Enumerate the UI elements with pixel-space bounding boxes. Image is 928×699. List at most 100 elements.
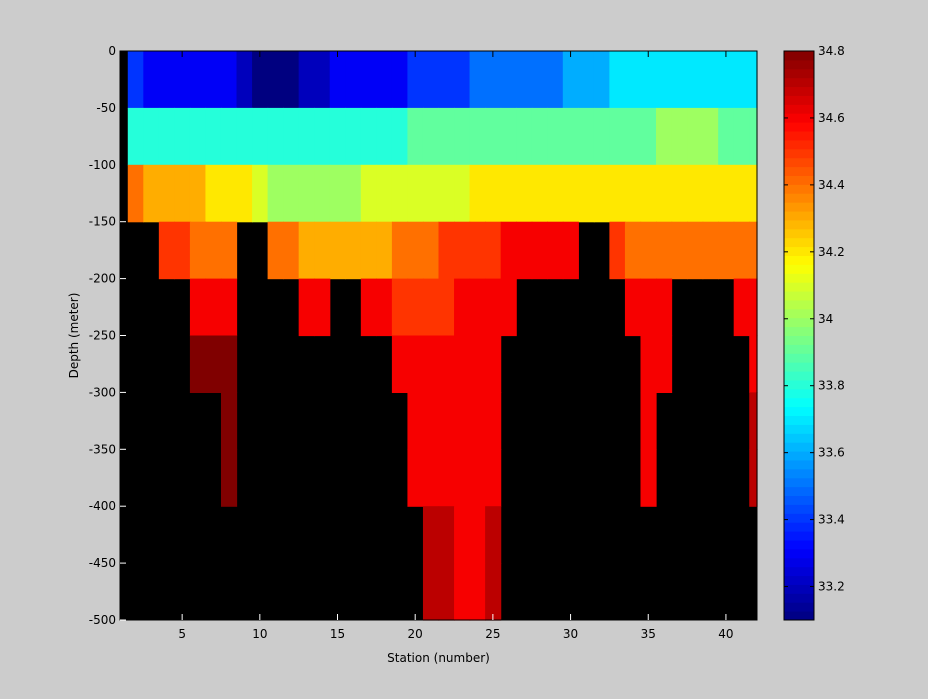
heatmap-cell — [422, 449, 440, 507]
heatmap-cell — [516, 221, 533, 280]
colorbar-segment — [784, 77, 814, 88]
heatmap-cell — [391, 164, 409, 223]
heatmap-cell — [485, 335, 502, 393]
heatmap-cell — [158, 164, 175, 223]
heatmap-cell — [267, 221, 284, 280]
heatmap-cell — [314, 51, 331, 109]
heatmap-cell — [422, 221, 440, 280]
heatmap-cell — [640, 392, 657, 450]
heatmap-cell — [469, 335, 486, 393]
heatmap-cell — [702, 107, 719, 166]
heatmap-cell — [640, 221, 657, 280]
heatmap-cell — [205, 107, 222, 166]
heatmap-cells — [120, 51, 758, 621]
heatmap-cell — [314, 107, 331, 166]
heatmap-cell — [422, 278, 440, 337]
colorbar-segment — [784, 353, 814, 363]
heatmap-cell — [391, 335, 409, 393]
heatmap-cell — [143, 51, 160, 109]
heatmap-cell — [500, 51, 517, 109]
heatmap-cell — [205, 164, 222, 223]
heatmap-cell — [298, 164, 315, 223]
colorbar-segment — [784, 477, 814, 488]
heatmap-cell — [547, 164, 564, 223]
heatmap-cell — [252, 164, 269, 223]
heatmap-cell — [656, 51, 673, 109]
heatmap-cell — [376, 278, 393, 337]
colorbar-tick-label: 34 — [818, 312, 833, 326]
heatmap-cell — [422, 51, 440, 109]
heatmap-cell — [718, 221, 735, 280]
colorbar-segment — [784, 95, 814, 105]
heatmap-cell — [547, 221, 564, 280]
heatmap-cell — [469, 392, 486, 450]
heatmap-cell — [189, 278, 207, 337]
heatmap-cell — [454, 449, 471, 507]
x-tick-label: 10 — [252, 627, 267, 641]
heatmap-cell — [329, 51, 346, 109]
heatmap-cell — [485, 221, 502, 280]
colorbar-segment — [784, 326, 814, 336]
colorbar-segment — [784, 264, 814, 274]
heatmap-cell — [687, 107, 704, 166]
colorbar-segment — [784, 51, 814, 61]
colorbar-segment — [784, 131, 814, 141]
heatmap-cell — [469, 449, 486, 507]
heatmap-cell — [283, 164, 300, 223]
heatmap-cell — [189, 164, 207, 223]
colorbar-segment — [784, 246, 814, 256]
heatmap-cell — [422, 506, 440, 564]
heatmap-cell — [624, 51, 642, 109]
colorbar-segment — [784, 148, 814, 159]
colorbar-segment — [784, 175, 814, 185]
heatmap-cell — [718, 107, 735, 166]
heatmap-cell — [158, 51, 175, 109]
colorbar-segment — [784, 122, 814, 132]
heatmap-cell — [391, 221, 409, 280]
colorbar-segment — [784, 59, 814, 70]
heatmap-cell — [360, 51, 377, 109]
heatmap-cell — [189, 51, 207, 109]
heatmap-cell — [454, 563, 471, 621]
heatmap-cell — [671, 107, 688, 166]
heatmap-cell — [252, 51, 269, 109]
heatmap-cell — [624, 164, 642, 223]
heatmap-cell — [531, 221, 548, 280]
heatmap-cell — [562, 51, 579, 109]
colorbar-segment — [784, 362, 814, 372]
colorbar-tick-label: 33.8 — [818, 379, 845, 393]
heatmap-cell — [516, 107, 533, 166]
colorbar-tick-label: 33.2 — [818, 580, 845, 594]
x-tick-label: 25 — [485, 627, 500, 641]
colorbar-segment — [784, 86, 814, 96]
heatmap-cell — [438, 278, 455, 337]
colorbar-tick-label: 33.4 — [818, 513, 845, 527]
heatmap-cell — [174, 221, 191, 280]
heatmap-cell — [624, 221, 642, 280]
colorbar-segment — [784, 282, 814, 292]
y-axis-label: Depth (meter) — [67, 293, 81, 379]
colorbar-segment — [784, 468, 814, 479]
colorbar-segment — [784, 424, 814, 434]
heatmap-cell — [640, 164, 657, 223]
heatmap-cell — [360, 164, 377, 223]
colorbar-segment — [784, 522, 814, 532]
heatmap-cell — [640, 278, 657, 337]
heatmap-cell — [407, 51, 424, 109]
colorbar-segment — [784, 451, 814, 461]
heatmap-cell — [407, 392, 424, 450]
heatmap-cell — [656, 335, 673, 393]
heatmap-cell — [438, 107, 455, 166]
heatmap-cell — [749, 107, 758, 166]
heatmap-cell — [220, 221, 238, 280]
heatmap-cell — [562, 164, 579, 223]
heatmap-cell — [422, 563, 440, 621]
y-tick-label: 0 — [108, 44, 116, 58]
y-tick-label: -500 — [89, 613, 116, 627]
heatmap-cell — [267, 107, 284, 166]
heatmap-cell — [298, 278, 315, 337]
heatmap-cell — [422, 335, 440, 393]
x-tick-label: 35 — [641, 627, 656, 641]
heatmap-cell — [189, 335, 207, 393]
heatmap-cell — [593, 164, 611, 223]
